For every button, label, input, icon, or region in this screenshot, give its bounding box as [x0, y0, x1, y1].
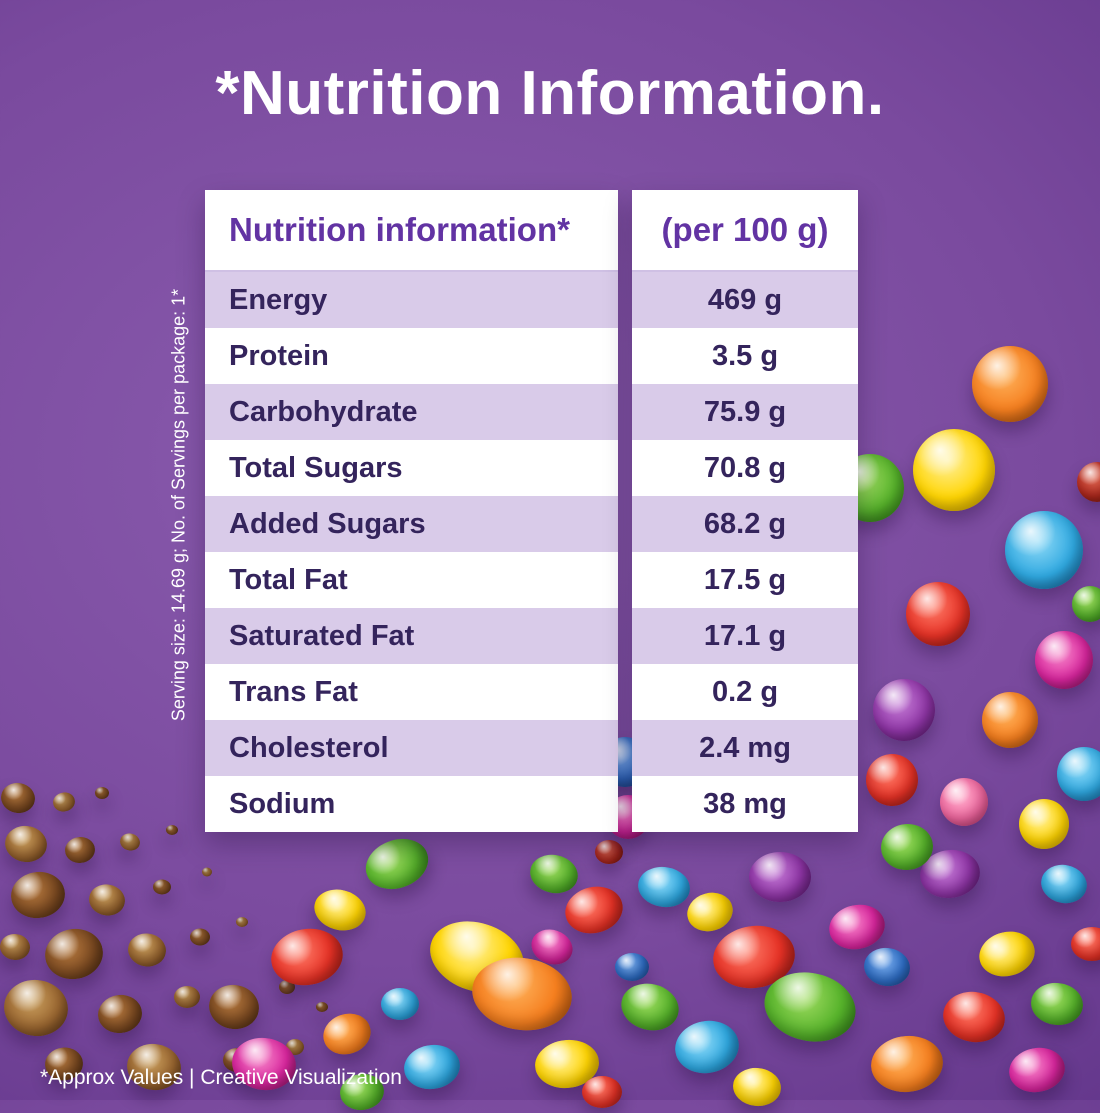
yellow-candy [731, 1065, 783, 1109]
serving-size-note: Serving size: 14.69 g; No. of Servings p… [168, 288, 189, 722]
orange-candy [868, 1032, 946, 1096]
table-row-label: Cholesterol [205, 720, 618, 776]
red-candy [1071, 927, 1100, 961]
table-row-label: Carbohydrate [205, 384, 618, 440]
brown-candy [0, 780, 38, 816]
brown2-candy [174, 986, 200, 1008]
darkred-candy [595, 840, 623, 864]
blue-candy [1037, 860, 1091, 908]
purple-candy [749, 852, 811, 902]
green-candy [358, 830, 436, 898]
brown2-candy [202, 867, 212, 877]
green-candy [526, 850, 582, 898]
yellow-candy [974, 925, 1040, 983]
table-row-label: Trans Fat [205, 664, 618, 720]
brown2-candy [118, 831, 142, 853]
nutrition-table-values: (per 100 g) 469 g 3.5 g 75.9 g 70.8 g 68… [632, 190, 858, 832]
brown-candy [190, 928, 210, 946]
brown2-candy [125, 931, 169, 969]
table-row-label: Protein [205, 328, 618, 384]
orange-candy [972, 346, 1048, 422]
brown-candy [8, 868, 68, 922]
brown2-candy [236, 917, 248, 927]
yellow-candy [1019, 799, 1069, 849]
brown2-candy [0, 932, 32, 962]
blue-candy [1057, 747, 1100, 801]
page-title: *Nutrition Information. [215, 59, 885, 128]
brown2-candy [2, 823, 50, 865]
red-candy [582, 1076, 622, 1108]
blue-candy [381, 988, 419, 1020]
purple-candy [873, 679, 935, 741]
table-row-label: Sodium [205, 776, 618, 832]
brown-candy [63, 835, 97, 865]
darkblue-candy [615, 953, 649, 981]
brown-candy [153, 879, 171, 895]
green-candy [1028, 980, 1086, 1028]
blue-candy [401, 1041, 463, 1093]
red-candy [939, 986, 1009, 1048]
brown-candy [166, 825, 178, 835]
red-candy [266, 923, 348, 991]
nutrition-table-labels: Nutrition information* Energy Protein Ca… [205, 190, 618, 832]
table-row-value: 70.8 g [632, 440, 858, 496]
table-row-value: 17.1 g [632, 608, 858, 664]
table-row-label: Total Fat [205, 552, 618, 608]
blue-candy [635, 863, 693, 911]
orange-candy [317, 1007, 377, 1061]
table-row-value: 2.4 mg [632, 720, 858, 776]
magenta-candy [1005, 1043, 1069, 1097]
table-row-value: 75.9 g [632, 384, 858, 440]
yellow-candy [913, 429, 995, 511]
table-row-value: 469 g [632, 272, 858, 328]
brown2-candy [86, 881, 128, 919]
darkred-candy [1077, 462, 1100, 502]
magenta-candy [1035, 631, 1093, 689]
table-row-label: Total Sugars [205, 440, 618, 496]
brown2-candy [0, 975, 72, 1041]
pink-candy [940, 778, 988, 826]
brown-candy [95, 787, 109, 799]
magenta-candy [825, 899, 889, 955]
red-candy [906, 582, 970, 646]
brown2-candy [51, 790, 77, 814]
table-row-label: Energy [205, 272, 618, 328]
orange-candy [982, 692, 1038, 748]
brown-candy [316, 1002, 328, 1012]
table-row-label: Saturated Fat [205, 608, 618, 664]
table-header-nutrition: Nutrition information* [205, 190, 618, 272]
blue-candy [670, 1015, 744, 1079]
table-row-value: 17.5 g [632, 552, 858, 608]
blue-candy [1005, 511, 1083, 589]
green-candy [1072, 586, 1100, 622]
red-candy [560, 880, 628, 940]
yellow-candy [309, 883, 371, 937]
table-row-value: 3.5 g [632, 328, 858, 384]
table-row-value: 68.2 g [632, 496, 858, 552]
brown-candy [95, 992, 145, 1036]
brown-candy [41, 924, 107, 984]
red-candy [866, 754, 918, 806]
table-header-per-100g: (per 100 g) [632, 190, 858, 272]
darkblue-candy [861, 944, 913, 990]
table-row-value: 0.2 g [632, 664, 858, 720]
green-candy [616, 977, 684, 1037]
table-row-value: 38 mg [632, 776, 858, 832]
yellow-candy [682, 887, 738, 937]
table-row-label: Added Sugars [205, 496, 618, 552]
brown-candy [205, 980, 263, 1034]
approx-values-note: *Approx Values | Creative Visualization [40, 1066, 402, 1089]
